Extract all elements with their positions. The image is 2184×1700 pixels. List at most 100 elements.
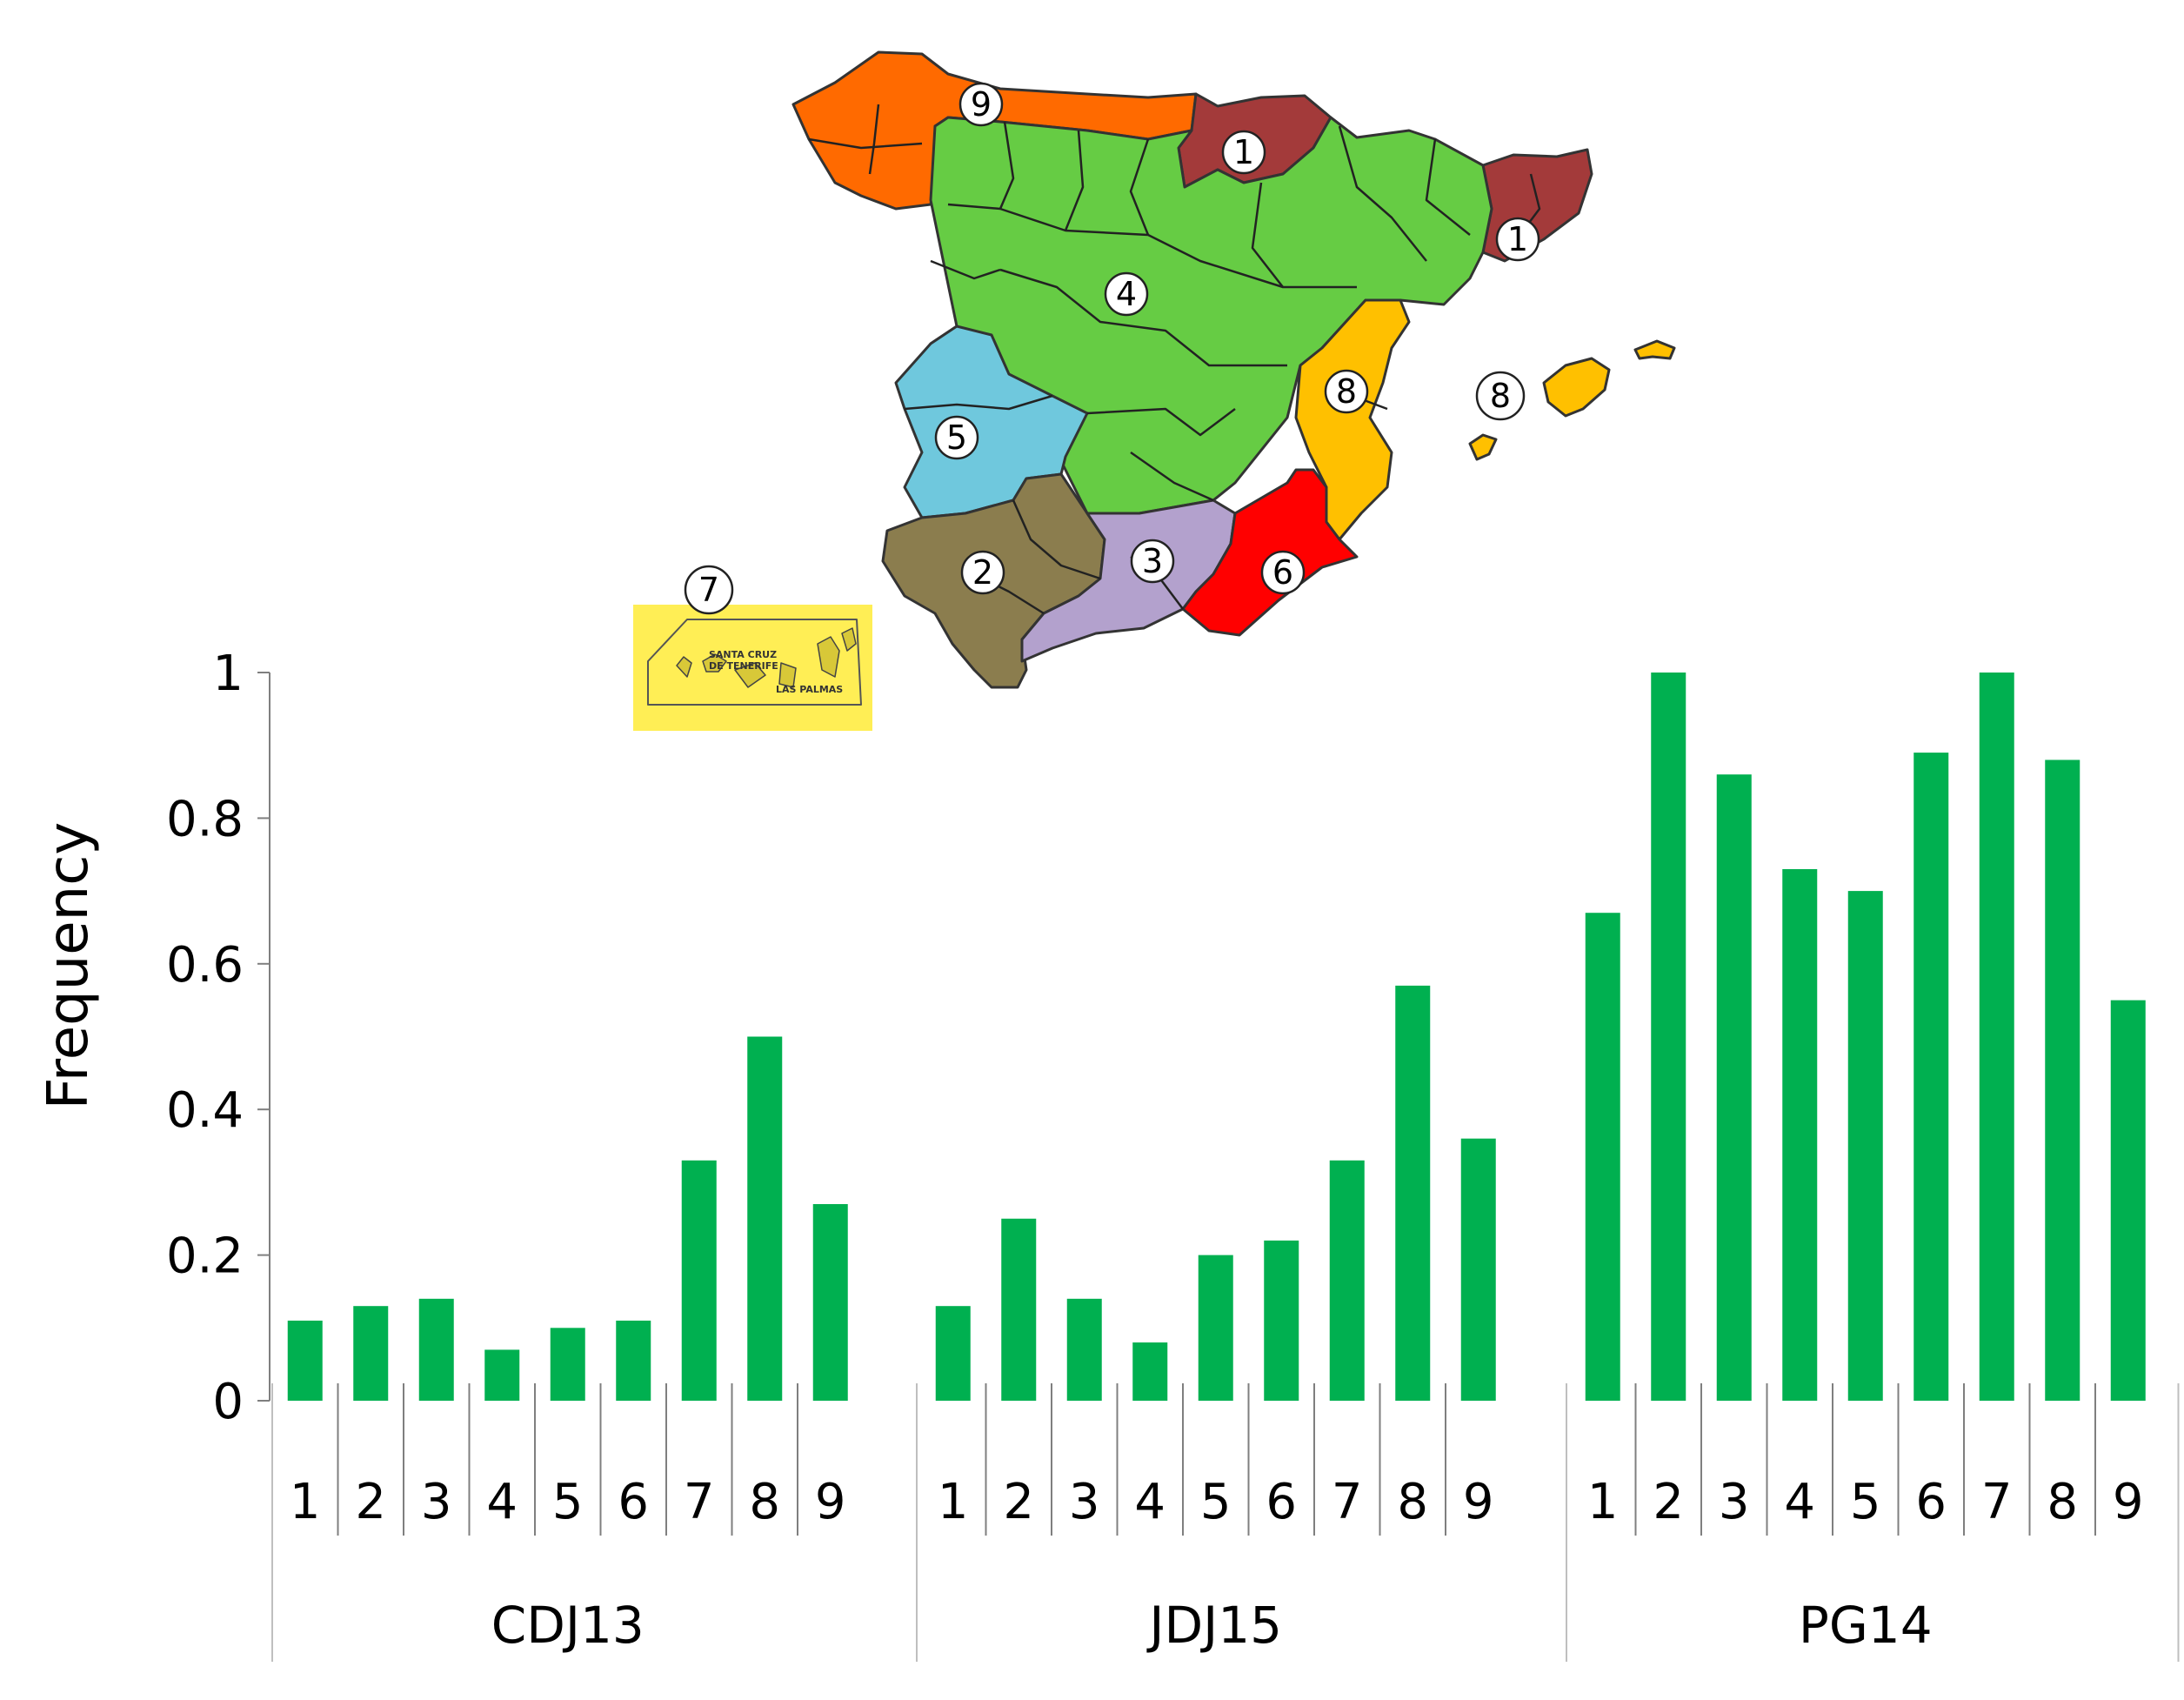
bar [1585, 913, 1620, 1401]
x-tick-label: 9 [1463, 1474, 1494, 1530]
map-region-8-ibiza [1468, 433, 1498, 461]
x-tick-label: 4 [486, 1474, 518, 1530]
x-tick-label: 8 [1397, 1474, 1428, 1530]
bar [812, 1204, 848, 1401]
bar [1264, 1240, 1299, 1401]
x-tick-label: 5 [1200, 1474, 1232, 1530]
y-axis-title: Frequency [37, 822, 101, 1110]
bar [2045, 760, 2080, 1401]
region-marker-6-label: 6 [1272, 553, 1293, 592]
bar [1001, 1218, 1037, 1401]
bar [616, 1320, 651, 1401]
x-tick-label: 3 [1719, 1474, 1750, 1530]
bar [2110, 1000, 2146, 1401]
x-tick-label: 1 [938, 1474, 969, 1530]
region-marker-9: 9 [958, 82, 1004, 127]
bar [1914, 753, 1949, 1401]
bar [353, 1306, 389, 1401]
y-tick-label: 0.8 [166, 791, 244, 847]
region-marker-7: 7 [684, 565, 734, 615]
region-marker-5: 5 [934, 415, 979, 460]
region-marker-7-label: 7 [698, 571, 719, 609]
bar [747, 1036, 783, 1401]
x-tick-label: 2 [1003, 1474, 1034, 1530]
x-tick-label: 1 [290, 1474, 321, 1530]
bar [1395, 985, 1431, 1401]
bar [1329, 1160, 1365, 1401]
spain-region-map: SANTA CRUZ DE TENERIFE LAS PALMAS 9 1 1 … [633, 50, 1676, 731]
x-tick-label: 2 [1653, 1474, 1684, 1530]
region-marker-3-label: 3 [1142, 542, 1163, 580]
region-markers: 9 1 1 4 8 8 5 [684, 82, 1540, 615]
region-marker-8-islands: 8 [1475, 371, 1526, 421]
inset-label-santa-cruz: SANTA CRUZ [709, 649, 777, 660]
map-region-8-mallorca [1542, 357, 1611, 418]
y-tick-label: 0.6 [166, 937, 244, 994]
region-marker-3: 3 [1130, 539, 1175, 584]
bar [418, 1298, 454, 1401]
bar [550, 1328, 585, 1401]
x-tick-label: 5 [552, 1474, 584, 1530]
x-tick-label: 8 [749, 1474, 780, 1530]
x-tick-label: 9 [2113, 1474, 2144, 1530]
x-tick-label: 8 [2047, 1474, 2078, 1530]
x-tick-label: 9 [815, 1474, 846, 1530]
inset-label-de-tenerife: DE TENERIFE [709, 660, 778, 672]
region-marker-4-label: 4 [1116, 275, 1137, 313]
region-marker-1-north: 1 [1221, 130, 1266, 175]
y-tick-label: 0.2 [166, 1228, 244, 1285]
bar [287, 1320, 323, 1401]
region-marker-2: 2 [960, 550, 1005, 595]
y-tick-label: 0 [212, 1374, 244, 1430]
region-marker-8-mainland: 8 [1324, 369, 1369, 414]
x-tick-label: 4 [1134, 1474, 1165, 1530]
bar [1460, 1138, 1496, 1401]
bar [1847, 891, 1883, 1401]
x-tick-label: 7 [1981, 1474, 2013, 1530]
region-marker-9-label: 9 [971, 85, 992, 124]
x-tick-label: 7 [684, 1474, 715, 1530]
x-tick-label: 6 [618, 1474, 649, 1530]
region-marker-1-north-label: 1 [1233, 133, 1254, 171]
map-region-3 [1020, 499, 1237, 663]
x-tick-label: 2 [355, 1474, 386, 1530]
x-tick-label: 3 [1069, 1474, 1100, 1530]
region-marker-5-label: 5 [946, 418, 967, 457]
bar [1651, 673, 1686, 1401]
bar [1198, 1255, 1233, 1401]
x-tick-label: 6 [1915, 1474, 1947, 1530]
x-tick-label: 7 [1332, 1474, 1363, 1530]
bar [935, 1306, 971, 1401]
map-region-8-menorca [1633, 339, 1676, 360]
bar [681, 1160, 717, 1401]
group-label: CDJ13 [491, 1596, 645, 1655]
canary-islands-inset: SANTA CRUZ DE TENERIFE LAS PALMAS [633, 605, 872, 731]
x-tick-label: 6 [1266, 1474, 1297, 1530]
region-marker-6: 6 [1260, 550, 1306, 595]
inset-label-las-palmas: LAS PALMAS [776, 684, 843, 695]
region-marker-8-islands-label: 8 [1490, 377, 1511, 415]
region-marker-4: 4 [1104, 271, 1149, 317]
map-region-6 [1181, 468, 1359, 637]
bar [1132, 1342, 1168, 1401]
bar [484, 1349, 520, 1401]
region-marker-2-label: 2 [972, 553, 993, 592]
y-tick-label: 0.4 [166, 1082, 244, 1139]
bar [1716, 774, 1752, 1401]
bar [1979, 673, 2014, 1401]
region-marker-1-east: 1 [1495, 217, 1540, 262]
map-region-8-mainland [1294, 298, 1411, 541]
region-marker-1-east-label: 1 [1507, 220, 1528, 258]
region-marker-8-mainland-label: 8 [1336, 372, 1357, 411]
group-label: PG14 [1799, 1596, 1933, 1655]
x-tick-label: 5 [1850, 1474, 1881, 1530]
bar [1066, 1298, 1102, 1401]
bar [1782, 868, 1818, 1401]
x-tick-label: 1 [1587, 1474, 1619, 1530]
x-tick-label: 4 [1784, 1474, 1815, 1530]
y-tick-label: 1 [212, 646, 244, 702]
x-tick-label: 3 [421, 1474, 452, 1530]
group-label: JDJ15 [1146, 1596, 1282, 1655]
